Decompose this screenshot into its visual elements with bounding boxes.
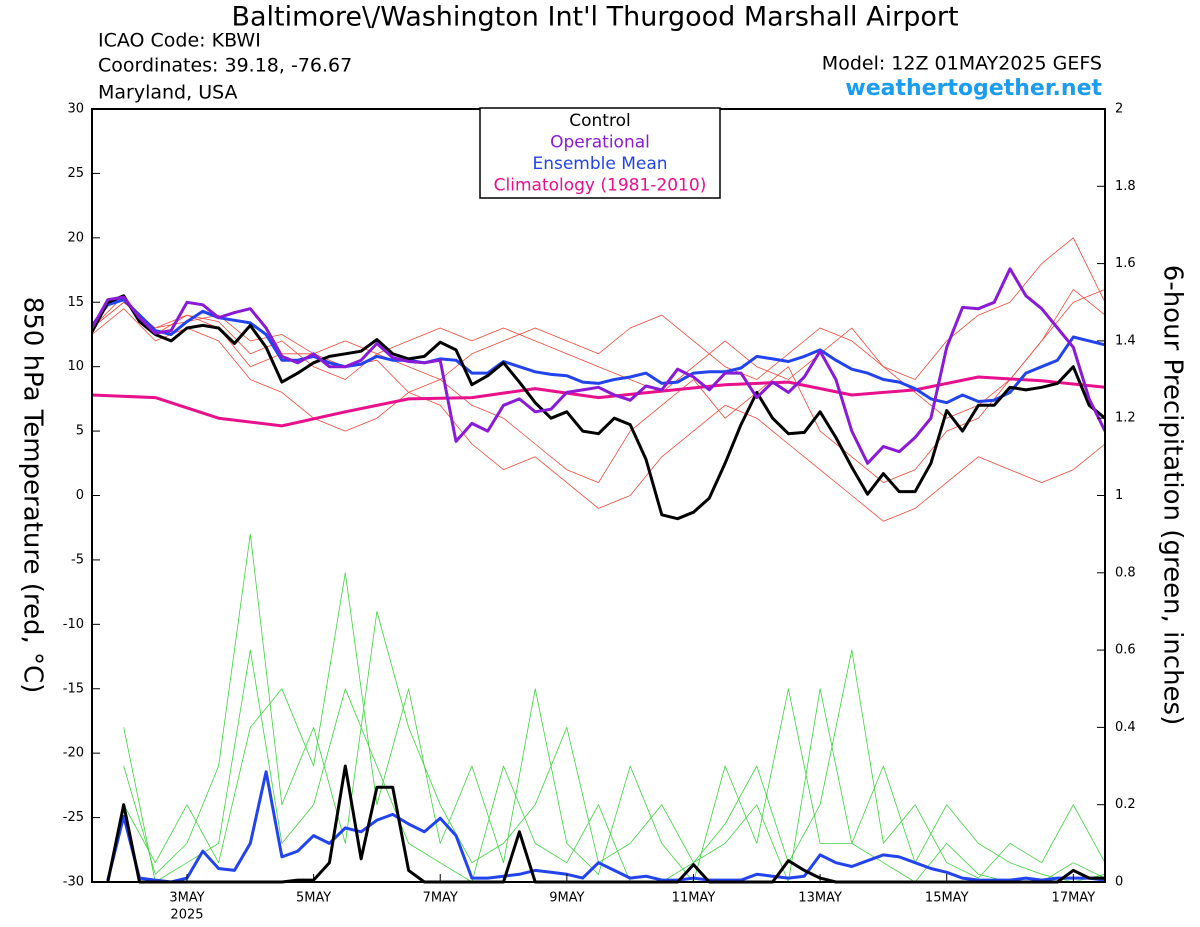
y2-tick-label: 0.2 — [1115, 797, 1136, 812]
y-tick-label: -25 — [63, 810, 84, 825]
y2-axis-label: 6-hour Precipitation (green, inches) — [1158, 265, 1188, 725]
y-tick-label: -20 — [63, 746, 84, 761]
legend-box — [479, 107, 721, 199]
x-tick-label: 5MAY — [296, 891, 331, 906]
x-year-label: 2025 — [170, 908, 203, 923]
x-tick-label: 13MAY — [798, 891, 842, 906]
legend-entry: Climatology (1981-2010) — [494, 176, 707, 196]
precipitation-member — [123, 533, 1106, 879]
y2-tick-label: 0.6 — [1115, 643, 1136, 658]
plot-frame — [91, 108, 1106, 883]
y-axis-label: 850 hPa Temperature (red, °C) — [18, 297, 48, 694]
legend-entry: Control — [569, 111, 630, 131]
y-tick-label: 25 — [67, 166, 84, 181]
y2-tick-label: 1.4 — [1115, 333, 1136, 348]
precipitation-line — [106, 770, 1106, 884]
x-tick-label: 7MAY — [423, 891, 458, 906]
x-tick-label: 11MAY — [672, 891, 716, 906]
y2-tick-label: 0.4 — [1115, 720, 1136, 735]
y-tick-label: -15 — [63, 681, 84, 696]
y2-tick-label: 1 — [1115, 488, 1123, 503]
precipitation-member — [123, 572, 1106, 883]
y-tick-label: 10 — [67, 359, 84, 374]
x-tick-label: 9MAY — [549, 891, 584, 906]
chart-title: Baltimore\/Washington Int'l Thurgood Mar… — [231, 2, 958, 33]
y-tick-label: 5 — [76, 424, 84, 439]
x-tick-label: 17MAY — [1052, 891, 1096, 906]
lines — [90, 267, 1107, 884]
y-tick-label: 0 — [76, 488, 84, 503]
temperature-line — [90, 267, 1107, 465]
station-code: ICAO Code: KBWI — [98, 30, 261, 52]
temperature-member — [91, 308, 1106, 522]
y2-tick-label: 1.6 — [1115, 256, 1136, 271]
y2-tick-label: 1.8 — [1115, 179, 1136, 194]
legend-entry: Operational — [550, 133, 650, 153]
temperature-member — [91, 237, 1106, 380]
y-tick-label: 20 — [67, 230, 84, 245]
y-tick-label: -10 — [63, 617, 84, 632]
temperature-line — [91, 375, 1106, 428]
y2-tick-label: 0.8 — [1115, 565, 1136, 580]
x-tick-label: 3MAY — [169, 891, 204, 906]
y2-tick-label: 1.2 — [1115, 411, 1136, 426]
model-run: Model: 12Z 01MAY2025 GEFS — [822, 53, 1102, 75]
station-region: Maryland, USA — [98, 82, 238, 104]
x-tick-label: 15MAY — [925, 891, 969, 906]
site-name: weathertogether.net — [845, 76, 1102, 101]
y-tick-label: 15 — [67, 295, 84, 310]
temperature-line — [90, 294, 1106, 521]
y-tick-label: -5 — [71, 552, 84, 567]
y-tick-label: -30 — [63, 875, 84, 890]
y2-tick-label: 2 — [1115, 102, 1123, 117]
precipitation-member — [123, 649, 1106, 883]
y2-tick-label: 0 — [1115, 875, 1123, 890]
legend-entry: Ensemble Mean — [532, 154, 667, 174]
station-coordinates: Coordinates: 39.18, -76.67 — [98, 55, 352, 77]
y-tick-label: 30 — [67, 102, 84, 117]
